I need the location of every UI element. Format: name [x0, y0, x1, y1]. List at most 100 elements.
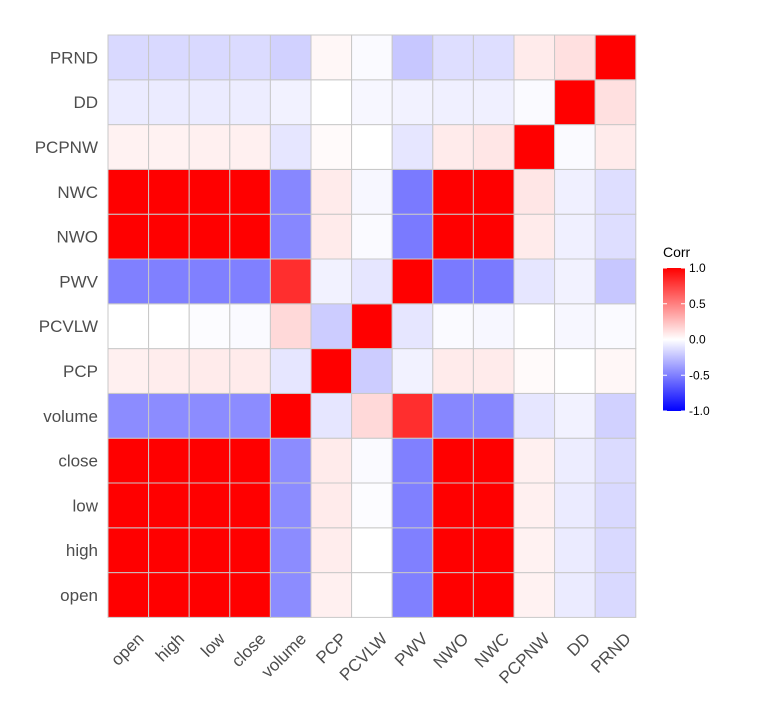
x-tick-label-PWV: PWV: [391, 629, 432, 670]
x-tick-label-volume: volume: [258, 629, 310, 681]
heatmap-cell-DD-DD: [554, 79, 596, 126]
heatmap-cell-PCPNW-high: [148, 124, 190, 170]
heatmap-cell-PRND-PCVLW: [351, 34, 393, 81]
x-tick-label-low: low: [197, 629, 229, 661]
heatmap-cell-PWV-low: [188, 258, 231, 305]
heatmap-cell-PCPNW-NWO: [432, 124, 474, 170]
legend-color-bar: [663, 268, 685, 411]
heatmap-cell-PCP-NWC: [472, 348, 515, 394]
heatmap-cell-NWO-open: [107, 213, 150, 260]
heatmap-cell-PCPNW-PCVLW: [351, 124, 393, 170]
heatmap-cell-low-DD: [554, 482, 596, 529]
heatmap-cell-close-PCPNW: [513, 437, 556, 484]
heatmap-cell-volume-PCP: [310, 392, 353, 439]
heatmap-cell-high-NWO: [432, 527, 474, 574]
heatmap-cell-high-volume: [269, 527, 312, 574]
heatmap-cell-DD-NWC: [472, 79, 515, 126]
legend-tick-label: -0.5: [689, 368, 710, 382]
heatmap-cell-high-PCVLW: [351, 527, 393, 574]
heatmap-cell-NWC-NWC: [472, 168, 515, 215]
heatmap-cell-DD-PCVLW: [351, 79, 393, 126]
heatmap-cell-close-high: [148, 437, 190, 484]
x-tick-label-DD: DD: [563, 629, 594, 660]
heatmap-cell-PCPNW-PRND: [594, 124, 637, 170]
y-tick-label-PCP: PCP: [63, 362, 98, 381]
heatmap-cell-PWV-DD: [554, 258, 596, 305]
heatmap-cell-PCPNW-PCPNW: [513, 124, 556, 170]
heatmap-cell-open-high: [148, 572, 190, 618]
heatmap-cell-PWV-NWO: [432, 258, 474, 305]
heatmap-cell-PRND-PRND: [594, 34, 637, 81]
heatmap-cell-open-PWV: [391, 572, 434, 618]
heatmap-cell-close-volume: [269, 437, 312, 484]
color-legend: Corr 1.0 0.5 0.0 -0.5 -1.0: [663, 244, 710, 418]
y-axis-tick-labels: open high low close volume PCP PCVLW PWV NWO NWC P…: [35, 48, 99, 605]
heatmap-cell-PWV-PWV: [391, 258, 434, 305]
heatmap-cell-PCP-PWV: [391, 348, 434, 394]
y-tick-label-NWC: NWC: [57, 183, 98, 202]
heatmap-cell-NWO-high: [148, 213, 190, 260]
heatmap-cell-PRND-low: [188, 34, 231, 81]
heatmap-cell-PRND-close: [229, 34, 271, 81]
heatmap-cell-low-low: [188, 482, 231, 529]
heatmap-cell-close-low: [188, 437, 231, 484]
heatmap-cell-NWO-PCP: [310, 213, 353, 260]
heatmap-cell-PCVLW-low: [188, 303, 231, 350]
heatmap-cell-volume-DD: [554, 392, 596, 439]
heatmap-cell-high-NWC: [472, 527, 515, 574]
heatmap-cell-NWC-PCVLW: [351, 168, 393, 215]
y-tick-label-low: low: [72, 496, 98, 515]
heatmap-cell-NWO-DD: [554, 213, 596, 260]
heatmap-cell-volume-PCPNW: [513, 392, 556, 439]
heatmap-cell-close-DD: [554, 437, 596, 484]
heatmap-cell-open-NWC: [472, 572, 515, 618]
heatmap-cell-open-DD: [554, 572, 596, 618]
heatmap-cell-NWO-PWV: [391, 213, 434, 260]
heatmap-cell-volume-NWC: [472, 392, 515, 439]
heatmap-cell-PCP-PCPNW: [513, 348, 556, 394]
heatmap-cell-PWV-high: [148, 258, 190, 305]
heatmap-cell-PRND-open: [107, 34, 150, 81]
heatmap-cells: [107, 34, 637, 618]
heatmap-cell-PCP-NWO: [432, 348, 474, 394]
x-tick-label-high: high: [152, 629, 188, 665]
heatmap-cell-NWC-PWV: [391, 168, 434, 215]
y-tick-label-close: close: [58, 452, 98, 471]
heatmap-cell-low-open: [107, 482, 150, 529]
heatmap-cell-open-close: [229, 572, 271, 618]
heatmap-cell-volume-low: [188, 392, 231, 439]
heatmap-cell-low-PWV: [391, 482, 434, 529]
heatmap-cell-volume-volume: [269, 392, 312, 439]
heatmap-cell-high-PWV: [391, 527, 434, 574]
heatmap-cell-PCP-low: [188, 348, 231, 394]
heatmap-cell-DD-high: [148, 79, 190, 126]
heatmap-cell-volume-close: [229, 392, 271, 439]
heatmap-cell-close-PWV: [391, 437, 434, 484]
heatmap-cell-PRND-PCPNW: [513, 34, 556, 81]
heatmap-cell-NWO-low: [188, 213, 231, 260]
heatmap-cell-PCP-high: [148, 348, 190, 394]
heatmap-cell-PRND-NWC: [472, 34, 515, 81]
heatmap-cell-PCPNW-PCP: [310, 124, 353, 170]
heatmap-cell-PRND-PCP: [310, 34, 353, 81]
heatmap-cell-high-PCP: [310, 527, 353, 574]
heatmap-cell-close-PCVLW: [351, 437, 393, 484]
heatmap-cell-NWC-open: [107, 168, 150, 215]
heatmap-cell-DD-open: [107, 79, 150, 126]
heatmap-cell-volume-high: [148, 392, 190, 439]
heatmap-cell-DD-low: [188, 79, 231, 126]
heatmap-cell-NWC-volume: [269, 168, 312, 215]
heatmap-cell-PCVLW-PCPNW: [513, 303, 556, 350]
heatmap-cell-DD-volume: [269, 79, 312, 126]
heatmap-cell-PRND-NWO: [432, 34, 474, 81]
heatmap-cell-PCP-PRND: [594, 348, 637, 394]
heatmap-cell-close-NWO: [432, 437, 474, 484]
heatmap-cell-PRND-PWV: [391, 34, 434, 81]
heatmap-cell-high-low: [188, 527, 231, 574]
heatmap-cell-low-PCP: [310, 482, 353, 529]
heatmap-cell-close-PRND: [594, 437, 637, 484]
heatmap-cell-close-close: [229, 437, 271, 484]
heatmap-cell-DD-PRND: [594, 79, 637, 126]
heatmap-cell-NWO-NWO: [432, 213, 474, 260]
